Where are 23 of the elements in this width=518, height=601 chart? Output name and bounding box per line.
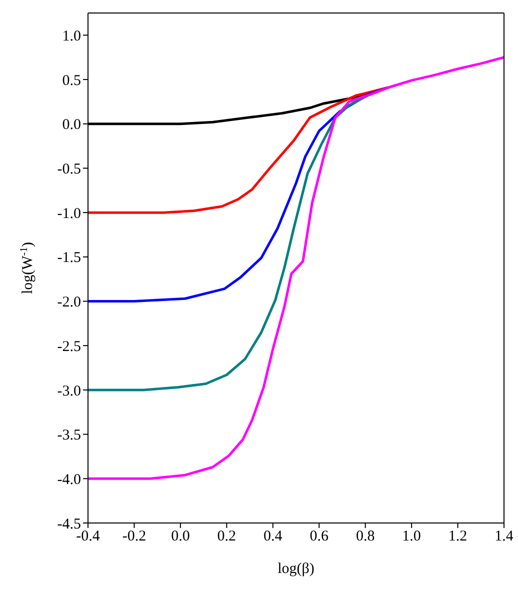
y-tick-label: -3.0 [57,383,81,400]
y-tick-label: -0.5 [57,162,81,178]
x-tick-label: -0.2 [122,528,146,545]
x-tick-label: 1.2 [448,528,468,545]
x-tick-label: 0.4 [264,528,283,545]
y-tick-label: -1.0 [57,206,81,222]
y-tick-label: 0.0 [62,117,81,134]
x-tick-label: 0.0 [171,528,190,545]
y-tick-label: 1.0 [62,28,81,44]
line-series [88,86,390,214]
y-tick-label: 0.5 [62,72,81,89]
y-tick-label: -2.0 [57,294,81,311]
x-tick-label: 1.4 [494,528,514,545]
y-tick-label: -1.5 [57,250,81,266]
line-series [88,56,504,480]
x-tick-label: 0.6 [310,528,329,545]
x-tick-label: 0.8 [356,528,375,545]
x-axis-title: log(β) [278,561,314,577]
y-tick-label: -4.0 [57,472,81,488]
y-tick-label: -2.5 [57,338,81,355]
x-tick-label: 0.2 [217,528,236,545]
y-tick-label: -3.5 [57,428,81,444]
x-tick-label: 1.0 [402,528,421,545]
